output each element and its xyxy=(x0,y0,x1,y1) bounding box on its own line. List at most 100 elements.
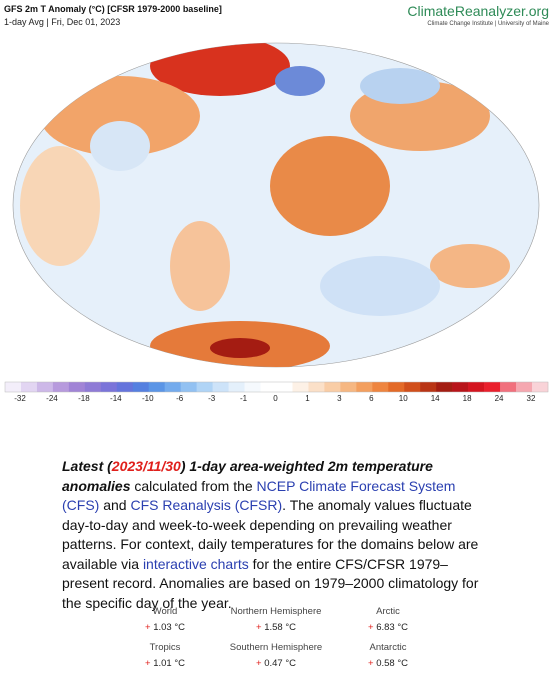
color-swatch xyxy=(340,382,357,392)
color-swatch xyxy=(468,382,485,392)
color-swatch xyxy=(244,382,261,392)
color-swatch xyxy=(5,382,22,392)
colorbar-label: -6 xyxy=(176,394,184,403)
color-swatch xyxy=(484,382,501,392)
color-swatch xyxy=(452,382,469,392)
color-swatch xyxy=(100,382,118,392)
stat: Southern Hemisphere + 0.47 °C xyxy=(206,642,346,669)
stat-value: 0.58 °C xyxy=(376,658,408,669)
stat-sign: + xyxy=(368,622,374,633)
color-swatch xyxy=(260,382,277,392)
color-swatch xyxy=(20,382,38,392)
color-swatch xyxy=(356,382,373,392)
color-swatch xyxy=(420,382,437,392)
stat-sign: + xyxy=(145,622,151,633)
color-swatch xyxy=(388,382,405,392)
color-swatch xyxy=(436,382,453,392)
stat-name: Southern Hemisphere xyxy=(229,642,323,653)
colorbar-label: 32 xyxy=(527,394,536,403)
stat-sign: + xyxy=(368,658,374,669)
color-swatch xyxy=(148,382,166,392)
color-swatch xyxy=(276,382,293,392)
brand-tagline: Climate Change Institute | University of… xyxy=(427,21,549,27)
stat-value: 1.01 °C xyxy=(153,658,185,669)
color-swatch xyxy=(36,382,54,392)
color-swatch xyxy=(52,382,70,392)
text: calculated from the xyxy=(130,477,257,494)
color-swatch xyxy=(292,382,309,392)
colorbar-label: 3 xyxy=(337,394,342,403)
map xyxy=(12,42,540,368)
text: for the entire CFS/CFSR 1979–present rec… xyxy=(62,555,479,611)
color-swatch xyxy=(132,382,150,392)
colorbar-label: -14 xyxy=(110,394,122,403)
stat-name: World xyxy=(152,606,178,617)
stat-value: 6.83 °C xyxy=(376,622,408,633)
colorbar-label: 0 xyxy=(273,394,278,403)
stat: Tropics + 1.01 °C xyxy=(95,642,235,669)
stat-value-row: + 0.58 °C xyxy=(318,658,458,669)
lead-end: ) 1-day area-weighted 2m temperature ano… xyxy=(62,458,433,494)
stat-value-row: + 1.03 °C xyxy=(95,622,235,633)
stat-name: Tropics xyxy=(149,642,181,653)
color-swatch xyxy=(196,382,213,392)
color-swatch xyxy=(532,382,549,392)
color-swatch xyxy=(116,382,134,392)
lead: Latest ( xyxy=(62,458,112,474)
colorbar-label: -32 xyxy=(14,394,26,403)
link[interactable]: CFS Reanalysis (CFSR) xyxy=(130,497,283,513)
stat-sign: + xyxy=(256,622,262,633)
stat: World + 1.03 °C xyxy=(95,606,235,633)
color-swatch xyxy=(180,382,197,392)
colorbar-label: 6 xyxy=(369,394,374,403)
color-swatch xyxy=(324,382,341,392)
colorbar-label: 14 xyxy=(431,394,440,403)
colorbar-label: 18 xyxy=(463,394,472,403)
colorbar-label: -10 xyxy=(142,394,154,403)
text: . The anomaly values fluctuate day-to-da… xyxy=(62,497,479,572)
stat-value: 0.47 °C xyxy=(264,658,296,669)
colorbar-label: 10 xyxy=(399,394,408,403)
color-swatch xyxy=(372,382,389,392)
stat-value-row: + 1.01 °C xyxy=(95,658,235,669)
map-title: GFS 2m T Anomaly (°C) [CFSR 1979-2000 ba… xyxy=(4,4,222,14)
date: 2023/11/30 xyxy=(111,458,181,474)
article: Latest (2023/11/30) 1-day area-weighted … xyxy=(62,457,494,613)
link[interactable]: interactive charts xyxy=(142,555,249,572)
colorbar-label: -3 xyxy=(208,394,216,403)
map-subtitle: 1-day Avg | Fri, Dec 01, 2023 xyxy=(4,17,121,27)
color-swatch xyxy=(404,382,421,392)
color-swatch xyxy=(68,382,86,392)
stat-sign: + xyxy=(145,658,151,669)
stat-name: Arctic xyxy=(376,606,400,617)
colorbar-label: -1 xyxy=(240,394,248,403)
color-swatch xyxy=(516,382,533,392)
color-swatch xyxy=(308,382,325,392)
link[interactable]: NCEP Climate Forecast System (CFS) xyxy=(62,477,456,514)
color-swatch xyxy=(84,382,102,392)
stat-sign: + xyxy=(256,658,262,669)
stat: Northern Hemisphere + 1.58 °C xyxy=(206,606,346,633)
stat-value-row: + 6.83 °C xyxy=(318,622,458,633)
colorbar-label: -18 xyxy=(78,394,90,403)
colorbar-label: 24 xyxy=(495,394,504,403)
brand[interactable]: ClimateReanalyzer.org xyxy=(407,3,549,19)
color-swatch xyxy=(164,382,181,392)
stat-value: 1.58 °C xyxy=(264,622,296,633)
text: and xyxy=(99,497,131,513)
stat: Arctic + 6.83 °C xyxy=(318,606,458,633)
stat-value-row: + 1.58 °C xyxy=(206,622,346,633)
colorbar-label: -24 xyxy=(46,394,58,403)
stat-value-row: + 0.47 °C xyxy=(206,658,346,669)
colorbar-frame xyxy=(4,381,549,393)
stat-value: 1.03 °C xyxy=(153,622,185,633)
stat-name: Northern Hemisphere xyxy=(230,606,322,617)
color-swatch xyxy=(212,382,229,392)
stat-name: Antarctic xyxy=(369,642,407,653)
colorbar-label: 1 xyxy=(305,394,310,403)
color-swatch xyxy=(228,382,245,392)
color-swatch xyxy=(500,382,517,392)
stat: Antarctic + 0.58 °C xyxy=(318,642,458,669)
colorbar: -32 -24 -18 -14 -10 -6 -3 -1 0 1 3 6 10 14 18 24 32 xyxy=(4,381,549,403)
